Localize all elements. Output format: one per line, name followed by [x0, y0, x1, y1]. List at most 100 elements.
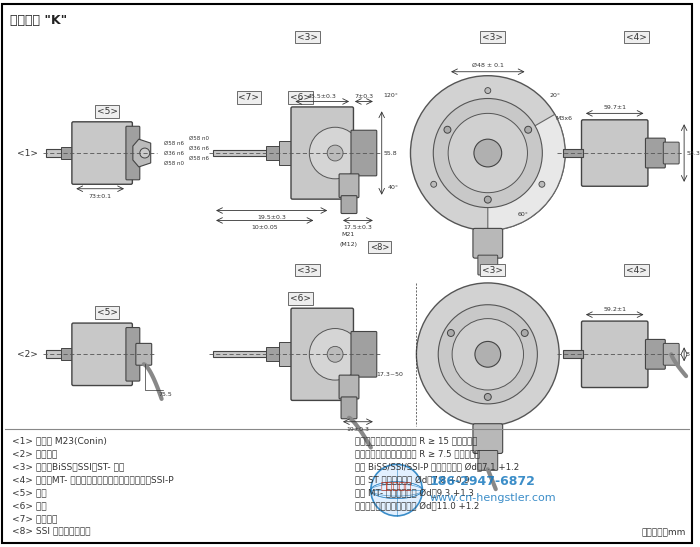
Text: 19.5±0.3: 19.5±0.3	[257, 216, 286, 220]
FancyBboxPatch shape	[664, 344, 679, 365]
FancyBboxPatch shape	[478, 451, 498, 470]
Circle shape	[327, 346, 343, 362]
Text: 使用现场总线接口时的电缆 Ød；11.0 +1.2: 使用现场总线接口时的电缆 Ød；11.0 +1.2	[355, 501, 480, 510]
Text: <1> 连接器 M23(Conin): <1> 连接器 M23(Conin)	[12, 437, 107, 446]
Text: M21: M21	[342, 232, 355, 237]
Circle shape	[474, 139, 502, 167]
Text: <8> SSI 可选括号内的值: <8> SSI 可选括号内的值	[12, 527, 90, 536]
Text: 59.7±1: 59.7±1	[603, 106, 626, 110]
Text: <6>: <6>	[290, 93, 311, 102]
Text: 53.3: 53.3	[686, 150, 700, 155]
Text: (M12): (M12)	[339, 242, 357, 247]
FancyBboxPatch shape	[72, 323, 132, 386]
Text: <6> 径向: <6> 径向	[12, 501, 46, 510]
FancyBboxPatch shape	[136, 344, 152, 365]
Text: 40°: 40°	[388, 185, 398, 190]
Text: <2> 连接电缆: <2> 连接电缆	[12, 450, 57, 458]
FancyBboxPatch shape	[351, 331, 377, 377]
Text: 75.5: 75.5	[159, 392, 172, 397]
Bar	[564, 149, 583, 157]
Circle shape	[438, 305, 538, 404]
Bar	[266, 146, 279, 160]
Circle shape	[309, 127, 361, 179]
Circle shape	[539, 181, 545, 187]
Circle shape	[416, 283, 559, 426]
Text: 45.5±0.3: 45.5±0.3	[308, 94, 337, 98]
FancyBboxPatch shape	[126, 328, 140, 381]
FancyBboxPatch shape	[341, 196, 357, 213]
Polygon shape	[133, 139, 150, 167]
Text: <5> 轴向: <5> 轴向	[12, 488, 46, 497]
Circle shape	[433, 98, 542, 207]
Text: Ø58 n0: Ø58 n0	[164, 160, 183, 165]
Text: www.cn-hengstler.com: www.cn-hengstler.com	[429, 493, 556, 503]
Text: 20°: 20°	[550, 93, 560, 98]
Circle shape	[410, 75, 565, 230]
Text: Ø36 n6: Ø36 n6	[189, 146, 209, 150]
Circle shape	[475, 341, 500, 367]
Text: 59.2±1: 59.2±1	[603, 307, 626, 312]
Circle shape	[484, 393, 491, 400]
Circle shape	[371, 464, 422, 516]
Text: 8: 8	[686, 352, 690, 357]
Bar	[46, 149, 74, 157]
Text: <4> 接口；MT- 并行（仅适用电缆）、现场总线、SSI-P: <4> 接口；MT- 并行（仅适用电缆）、现场总线、SSI-P	[12, 475, 174, 484]
Text: 17.5±0.3: 17.5±0.3	[344, 225, 372, 230]
Circle shape	[484, 196, 491, 203]
Text: <2>: <2>	[17, 350, 38, 359]
FancyBboxPatch shape	[645, 138, 665, 168]
Text: <3>: <3>	[297, 265, 318, 275]
Text: Ø58 n6: Ø58 n6	[189, 155, 209, 160]
Text: Ø48 ± 0.1: Ø48 ± 0.1	[472, 63, 504, 68]
Bar	[279, 141, 293, 165]
Text: 60°: 60°	[517, 212, 528, 218]
Text: Ø36 n6: Ø36 n6	[164, 150, 183, 155]
FancyBboxPatch shape	[473, 229, 503, 258]
Text: <5>: <5>	[97, 107, 118, 116]
Text: <3>: <3>	[482, 32, 503, 42]
Text: <4>: <4>	[626, 32, 647, 42]
Text: <8>: <8>	[370, 243, 389, 252]
FancyBboxPatch shape	[473, 424, 503, 453]
Text: <7> 二者选一: <7> 二者选一	[12, 514, 57, 523]
Text: <1>: <1>	[17, 149, 38, 158]
Text: 186-2947-6872: 186-2947-6872	[429, 475, 536, 488]
Text: 西安信迅拓: 西安信迅拓	[381, 480, 412, 490]
Text: 10±0.05: 10±0.05	[251, 225, 278, 230]
FancyBboxPatch shape	[339, 375, 359, 399]
Text: <4>: <4>	[626, 265, 647, 275]
Bar	[46, 350, 74, 358]
Text: 120°: 120°	[384, 93, 398, 98]
Text: 17.3~50: 17.3~50	[377, 371, 403, 377]
Text: Ø58 n6: Ø58 n6	[164, 141, 183, 146]
Text: 7±0.3: 7±0.3	[354, 94, 373, 98]
Text: 尺寸单位：mm: 尺寸单位：mm	[642, 529, 686, 538]
Circle shape	[309, 329, 361, 380]
Text: 夹紧法兰 "K": 夹紧法兰 "K"	[10, 14, 67, 27]
Circle shape	[522, 329, 528, 336]
Circle shape	[448, 113, 528, 193]
Text: 19±0.3: 19±0.3	[346, 427, 370, 432]
Text: 55.8: 55.8	[384, 150, 398, 155]
Bar	[62, 348, 74, 360]
FancyBboxPatch shape	[582, 321, 648, 387]
Text: 固定安装时的电缆弯曲半径 R ≥ 7.5 倍电缆直径: 固定安装时的电缆弯曲半径 R ≥ 7.5 倍电缆直径	[355, 450, 480, 458]
FancyBboxPatch shape	[582, 120, 648, 186]
Text: <7>: <7>	[239, 93, 260, 102]
Bar	[214, 351, 267, 357]
Text: <5>: <5>	[97, 308, 118, 317]
Bar	[564, 350, 583, 358]
Text: <3>: <3>	[297, 32, 318, 42]
Text: 73±0.1: 73±0.1	[89, 194, 111, 199]
FancyBboxPatch shape	[291, 308, 354, 400]
FancyBboxPatch shape	[478, 255, 498, 275]
FancyBboxPatch shape	[72, 122, 132, 184]
Text: 使用 ST 接口时的电缆 Ød；7.8 +0.9: 使用 ST 接口时的电缆 Ød；7.8 +0.9	[355, 475, 470, 484]
Circle shape	[452, 318, 524, 390]
FancyBboxPatch shape	[341, 397, 357, 419]
FancyBboxPatch shape	[351, 130, 377, 176]
Circle shape	[430, 181, 437, 187]
Text: Ø58 n0: Ø58 n0	[189, 136, 209, 141]
FancyBboxPatch shape	[339, 174, 359, 197]
FancyBboxPatch shape	[664, 142, 679, 164]
